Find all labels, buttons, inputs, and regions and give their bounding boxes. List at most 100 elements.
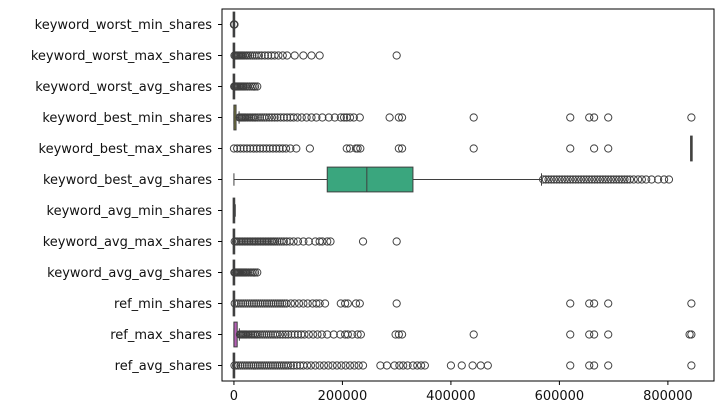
outlier-point (289, 113, 298, 122)
outlier-point (264, 51, 273, 60)
outlier-point (239, 299, 248, 308)
outlier-point (253, 82, 262, 91)
outlier-point (609, 175, 618, 184)
outlier-point (254, 299, 263, 308)
outlier-point (285, 237, 294, 246)
outlier-point (245, 299, 254, 308)
outlier-point (579, 175, 588, 184)
outlier-point (273, 299, 282, 308)
outlier-point (620, 175, 629, 184)
outlier-point (236, 299, 246, 308)
outlier-point (392, 237, 401, 246)
outlier-point (457, 361, 466, 370)
box-keyword_best_avg_shares (233, 166, 674, 193)
outlier-point (329, 330, 338, 339)
outlier-point (318, 113, 327, 122)
outlier-point (394, 330, 403, 339)
outlier-point (606, 175, 616, 184)
outlier-point (585, 330, 594, 339)
outlier-point (590, 361, 599, 370)
outlier-point (320, 299, 330, 308)
box-keyword_worst_max_shares (230, 42, 401, 69)
outlier-point (687, 361, 696, 370)
outlier-point (350, 361, 359, 370)
outlier-point (312, 299, 321, 308)
outlier-point (345, 361, 355, 370)
outlier-point (297, 113, 306, 122)
outlier-point (278, 330, 287, 339)
y-tick-label: keyword_best_max_shares (39, 142, 213, 157)
outlier-point (289, 237, 298, 246)
outlier-point (330, 113, 339, 122)
outlier-point (392, 299, 401, 308)
outlier-point (647, 175, 656, 184)
outlier-point (268, 144, 278, 153)
outlier-point (258, 330, 267, 339)
outlier-point (563, 175, 572, 184)
outlier-point (293, 113, 302, 122)
outlier-point (604, 330, 613, 339)
outlier-point (539, 175, 548, 184)
box-ref_avg_shares (230, 352, 696, 379)
outlier-point (397, 330, 407, 339)
outlier-point (601, 175, 610, 184)
outlier-point (585, 299, 594, 308)
outlier-point (558, 175, 567, 184)
outlier-point (306, 361, 316, 370)
outlier-point (236, 361, 245, 370)
outlier-point (252, 144, 261, 153)
outlier-point (277, 237, 286, 246)
y-tick-label: keyword_avg_max_shares (43, 235, 212, 250)
outlier-point (255, 361, 265, 370)
outlier-point (286, 144, 295, 153)
outlier-point (249, 144, 258, 153)
outlier-point (390, 361, 399, 370)
outlier-point (273, 113, 282, 122)
outlier-point (253, 361, 262, 370)
outlier-point (300, 330, 309, 339)
outlier-point (343, 330, 352, 339)
outlier-point (303, 299, 312, 308)
outlier-point (629, 175, 638, 184)
outlier-point (305, 144, 314, 153)
box-keyword_best_min_shares (233, 104, 696, 131)
outlier-point (286, 299, 295, 308)
outlier-point (278, 299, 287, 308)
outlier-point (233, 144, 242, 153)
outlier-point (262, 113, 271, 122)
y-axis-labels: keyword_worst_min_shares keyword_worst_ma… (31, 18, 222, 374)
outlier-point (262, 330, 271, 339)
outlier-point (582, 175, 591, 184)
outlier-point (292, 144, 301, 153)
outlier-point (267, 299, 276, 308)
outlier-point (252, 51, 261, 60)
y-tick-label: ref_min_shares (114, 297, 212, 312)
outlier-point (468, 361, 477, 370)
outlier-point (249, 299, 259, 308)
outlier-point (234, 361, 243, 370)
outlier-point (590, 144, 599, 153)
outlier-point (293, 330, 303, 339)
outlier-point (273, 330, 282, 339)
outlier-point (343, 299, 352, 308)
outlier-point (264, 330, 273, 339)
outlier-point (541, 175, 550, 184)
outlier-point (246, 51, 255, 60)
outlier-point (243, 299, 252, 308)
outlier-point (266, 330, 275, 339)
outlier-point (590, 299, 599, 308)
y-tick-label: keyword_best_min_shares (42, 111, 212, 126)
outlier-point (590, 175, 599, 184)
outlier-point (566, 144, 575, 153)
outlier-point (274, 51, 283, 60)
outlier-point (309, 330, 318, 339)
box-keyword_worst_avg_shares (230, 73, 262, 100)
outlier-point (604, 175, 613, 184)
outlier-point (358, 237, 368, 246)
outlier-point (290, 299, 299, 308)
outlier-point (391, 330, 400, 339)
outlier-point (230, 20, 239, 29)
outlier-point (585, 361, 594, 370)
outlier-point (317, 330, 326, 339)
y-tick-label: ref_avg_shares (115, 359, 213, 374)
